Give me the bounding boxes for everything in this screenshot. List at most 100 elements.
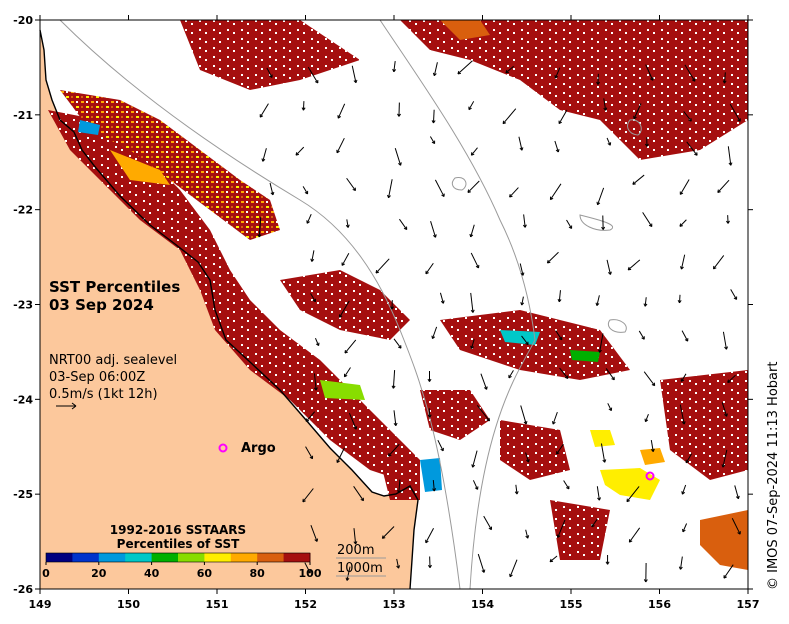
current-arrow-head <box>558 121 562 125</box>
current-arrow-head <box>429 564 432 568</box>
current-arrow <box>432 326 438 339</box>
current-arrow-head <box>646 143 649 147</box>
current-arrow <box>606 259 611 275</box>
current-arrow-head <box>521 147 524 151</box>
current-arrow-head <box>398 565 401 569</box>
current-arrow <box>525 452 530 463</box>
colorbar-swatch <box>72 553 100 562</box>
y-tick-label: -25 <box>13 488 33 501</box>
current-arrow-head <box>467 191 471 193</box>
current-arrow <box>509 559 518 577</box>
current-arrow <box>351 65 357 83</box>
x-axis: 149 150 151 152 153 154 155 156 157 <box>29 15 759 611</box>
current-arrow <box>596 486 600 501</box>
x-tick-label: 151 <box>206 598 229 611</box>
current-arrow <box>680 373 687 382</box>
current-arrow-head <box>306 221 310 224</box>
current-arrow <box>480 373 488 390</box>
colorbar-tick-label: 60 <box>197 567 213 580</box>
current-arrow-head <box>725 346 729 350</box>
current-arrow-head <box>679 225 683 227</box>
current-arrow <box>399 218 408 230</box>
current-arrow <box>552 411 558 425</box>
current-arrow-head <box>433 73 437 77</box>
current-arrow-head <box>683 421 686 425</box>
colorbar-title-line-1: 1992-2016 SSTAARS <box>109 523 247 537</box>
current-arrow <box>678 294 681 303</box>
current-arrow-head <box>591 525 595 528</box>
current-arrow-head <box>432 336 436 340</box>
current-arrow <box>727 374 736 383</box>
depth-label-1000m: 1000m <box>337 561 383 576</box>
current-arrow <box>563 480 570 490</box>
current-arrow <box>477 553 485 573</box>
current-arrow <box>476 405 490 422</box>
current-arrow-head <box>682 491 686 495</box>
current-arrow-head <box>547 261 551 264</box>
current-arrow-head <box>723 576 727 579</box>
argo-float-marker[interactable] <box>645 471 655 481</box>
current-arrow <box>393 338 402 349</box>
current-arrow <box>483 515 492 530</box>
current-arrow <box>295 146 305 156</box>
current-arrow <box>262 148 267 162</box>
current-arrow-head <box>521 302 525 306</box>
current-arrow <box>554 140 559 153</box>
current-arrow <box>686 141 698 156</box>
current-arrow <box>607 403 612 411</box>
colorbar-title: 1992-2016 SSTAARS Percentiles of SST <box>78 523 278 551</box>
current-arrow-head <box>295 153 300 156</box>
colorbar-swatch <box>151 553 179 562</box>
current-arrow <box>554 67 561 79</box>
current-arrow <box>388 443 400 457</box>
current-arrow-head <box>681 266 684 270</box>
current-arrow-head <box>393 69 397 73</box>
current-arrow <box>344 339 357 354</box>
current-arrow-head <box>524 224 527 228</box>
current-arrow-head <box>316 538 319 542</box>
current-arrow-head <box>486 386 488 390</box>
current-arrow <box>375 258 390 274</box>
current-arrow <box>258 217 262 238</box>
current-arrow-head <box>429 378 432 382</box>
current-arrow <box>344 367 351 378</box>
current-arrow-head <box>388 454 392 457</box>
current-arrow-head <box>388 195 391 199</box>
current-arrow-head <box>339 315 343 318</box>
current-arrow <box>393 61 396 72</box>
current-arrow-head <box>527 535 530 539</box>
current-arrow-head <box>602 226 606 230</box>
current-arrow <box>633 103 642 120</box>
current-arrow <box>314 338 320 346</box>
current-arrow <box>680 254 686 270</box>
current-arrow <box>434 179 445 197</box>
current-arrow <box>472 450 478 468</box>
current-arrow-head <box>425 272 429 275</box>
current-arrow-head <box>392 385 396 389</box>
x-tick-label: 149 <box>29 598 52 611</box>
current-arrow-head <box>682 529 686 533</box>
current-arrow <box>305 446 313 459</box>
current-arrow-head <box>516 491 519 495</box>
colorbar-title-line-2: Percentiles of SST <box>116 537 240 551</box>
current-arrow <box>515 484 518 495</box>
current-arrow-head <box>596 303 600 306</box>
current-arrow <box>346 177 356 191</box>
x-tick-label: 150 <box>117 598 140 611</box>
y-tick-label: -24 <box>13 393 33 406</box>
current-arrow <box>684 64 696 82</box>
current-arrow <box>600 443 606 463</box>
y-tick-label: -26 <box>13 583 33 596</box>
map-title: SST Percentiles 03 Sep 2024 <box>49 278 180 314</box>
current-arrow <box>467 180 480 193</box>
argo-float-marker[interactable] <box>218 443 228 453</box>
current-arrow-head <box>260 115 264 118</box>
colorbar-tick-label: 0 <box>42 567 50 580</box>
current-arrow <box>645 64 654 81</box>
current-arrow <box>679 219 687 227</box>
current-arrow-head <box>722 464 726 468</box>
current-arrow <box>722 449 728 468</box>
map-info: NRT00 adj. sealevel 03-Sep 06:00Z 0.5m/s… <box>49 352 177 403</box>
current-arrow-head <box>346 577 350 581</box>
current-arrow-head <box>472 464 476 468</box>
